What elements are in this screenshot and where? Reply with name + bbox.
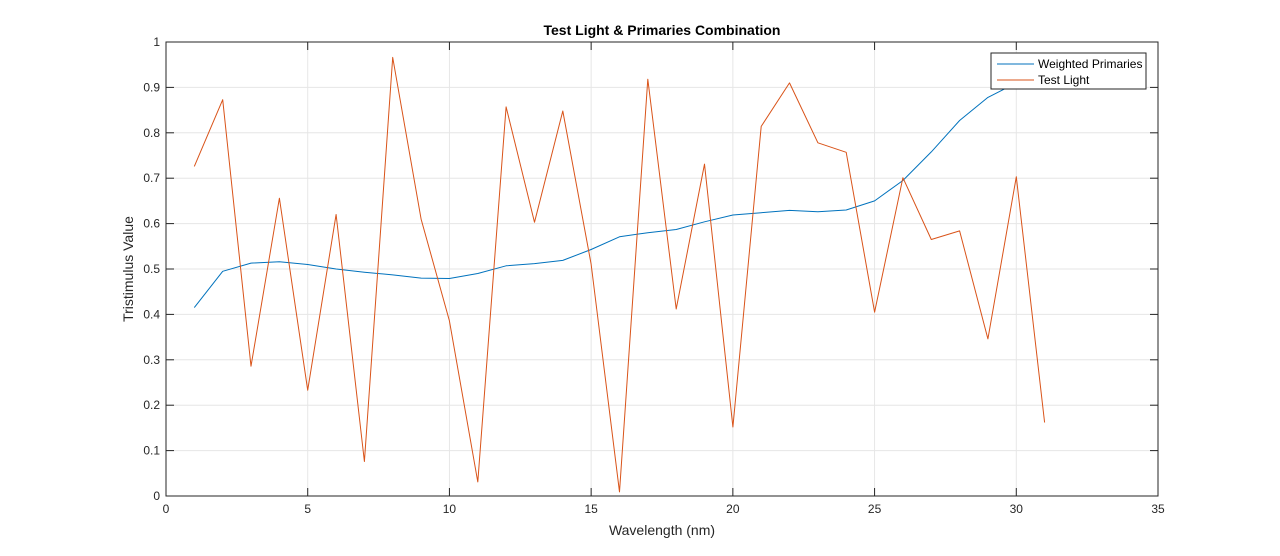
y-tick-label: 0.5 bbox=[143, 262, 160, 276]
y-tick-label: 0.8 bbox=[143, 126, 160, 140]
y-tick-label: 0.6 bbox=[143, 217, 160, 231]
y-tick-label: 0.7 bbox=[143, 171, 160, 185]
x-tick-label: 5 bbox=[304, 502, 311, 516]
y-tick-label: 0.2 bbox=[143, 398, 160, 412]
y-tick-label: 0.1 bbox=[143, 444, 160, 458]
y-tick-label: 0.4 bbox=[143, 307, 160, 321]
x-tick-label: 0 bbox=[163, 502, 170, 516]
grid-lines bbox=[166, 42, 1158, 496]
x-tick-label: 35 bbox=[1151, 502, 1165, 516]
x-tick-label: 30 bbox=[1010, 502, 1024, 516]
y-tick-labels: 0 0.1 0.2 0.3 0.4 0.5 0.6 0.7 0.8 0.9 1 bbox=[143, 35, 160, 503]
axis-ticks bbox=[165, 41, 1159, 497]
y-tick-label: 0.9 bbox=[143, 80, 160, 94]
x-tick-label: 10 bbox=[443, 502, 457, 516]
y-axis-label: Tristimulus Value bbox=[120, 216, 136, 322]
x-tick-label: 25 bbox=[868, 502, 882, 516]
x-tick-label: 20 bbox=[726, 502, 740, 516]
series-line-weighted-primaries bbox=[193, 82, 1017, 308]
chart-title: Test Light & Primaries Combination bbox=[544, 22, 781, 38]
x-tick-label: 15 bbox=[584, 502, 598, 516]
legend: Weighted Primaries Test Light bbox=[990, 52, 1147, 90]
legend-label-test-light: Test Light bbox=[1038, 73, 1090, 87]
legend-box bbox=[990, 52, 1147, 90]
y-tick-label: 0.3 bbox=[143, 353, 160, 367]
legend-label-weighted-primaries: Weighted Primaries bbox=[1038, 57, 1142, 71]
x-tick-labels: 0 5 10 15 20 25 30 35 bbox=[163, 502, 1165, 516]
y-tick-label: 1 bbox=[153, 35, 160, 49]
series-layer bbox=[193, 56, 1046, 493]
y-tick-label: 0 bbox=[153, 489, 160, 503]
series-line-test-light bbox=[193, 56, 1046, 493]
x-axis-label: Wavelength (nm) bbox=[609, 522, 715, 538]
